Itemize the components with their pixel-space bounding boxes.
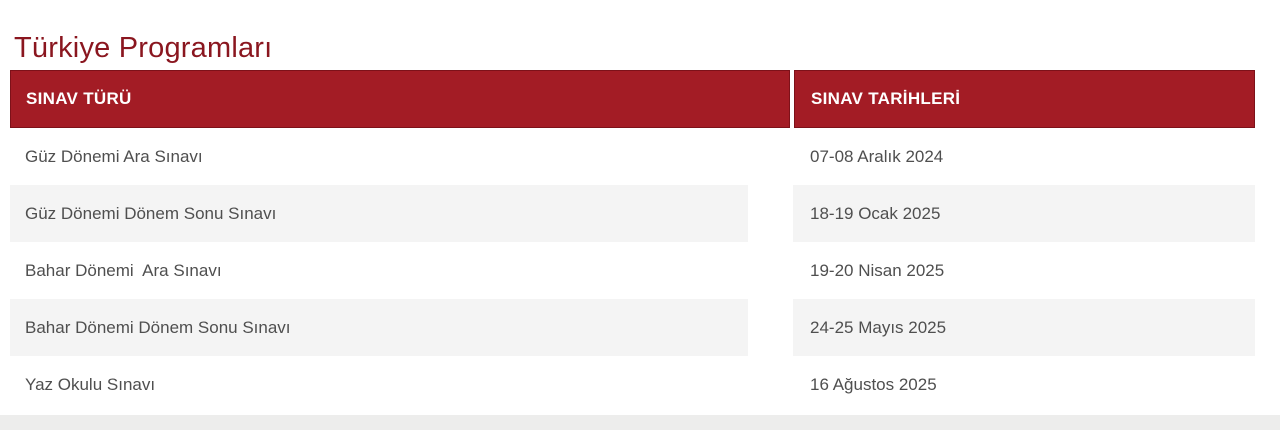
- horizontal-scrollbar-track[interactable]: [0, 415, 1280, 430]
- cell-exam-type: Güz Dönemi Ara Sınavı: [25, 146, 203, 166]
- cell-exam-date: 19-20 Nisan 2025: [810, 260, 945, 280]
- table-row: Bahar Dönemi Dönem Sonu Sınavı 24-25 May…: [10, 299, 1255, 356]
- cell-exam-type: Güz Dönemi Dönem Sonu Sınavı: [10, 185, 748, 242]
- table-row: Bahar Dönemi Ara Sınavı 19-20 Nisan 2025: [10, 242, 1255, 299]
- exam-schedule-table: SINAV TÜRÜ SINAV TARİHLERİ Güz Dönemi Ar…: [10, 70, 1255, 413]
- table-row: Yaz Okulu Sınavı 16 Ağustos 2025: [10, 356, 1255, 413]
- table-row: Güz Dönemi Dönem Sonu Sınavı 18-19 Ocak …: [10, 185, 1255, 242]
- table-row: Güz Dönemi Ara Sınavı 07-08 Aralık 2024: [10, 128, 1255, 185]
- header-cell-exam-type: SINAV TÜRÜ: [10, 70, 790, 128]
- cell-exam-date: 16 Ağustos 2025: [810, 374, 937, 394]
- cell-exam-date: 24-25 Mayıs 2025: [793, 299, 1255, 356]
- cell-exam-type: Bahar Dönemi Dönem Sonu Sınavı: [10, 299, 748, 356]
- header-cell-exam-dates: SINAV TARİHLERİ: [794, 70, 1255, 128]
- cell-exam-date: 18-19 Ocak 2025: [793, 185, 1255, 242]
- cell-exam-type: Bahar Dönemi Ara Sınavı: [25, 260, 222, 280]
- cell-exam-date: 07-08 Aralık 2024: [810, 146, 944, 166]
- cell-exam-type: Yaz Okulu Sınavı: [25, 374, 156, 394]
- page-title: Türkiye Programları: [14, 32, 273, 65]
- table-header-row: SINAV TÜRÜ SINAV TARİHLERİ: [10, 70, 1255, 128]
